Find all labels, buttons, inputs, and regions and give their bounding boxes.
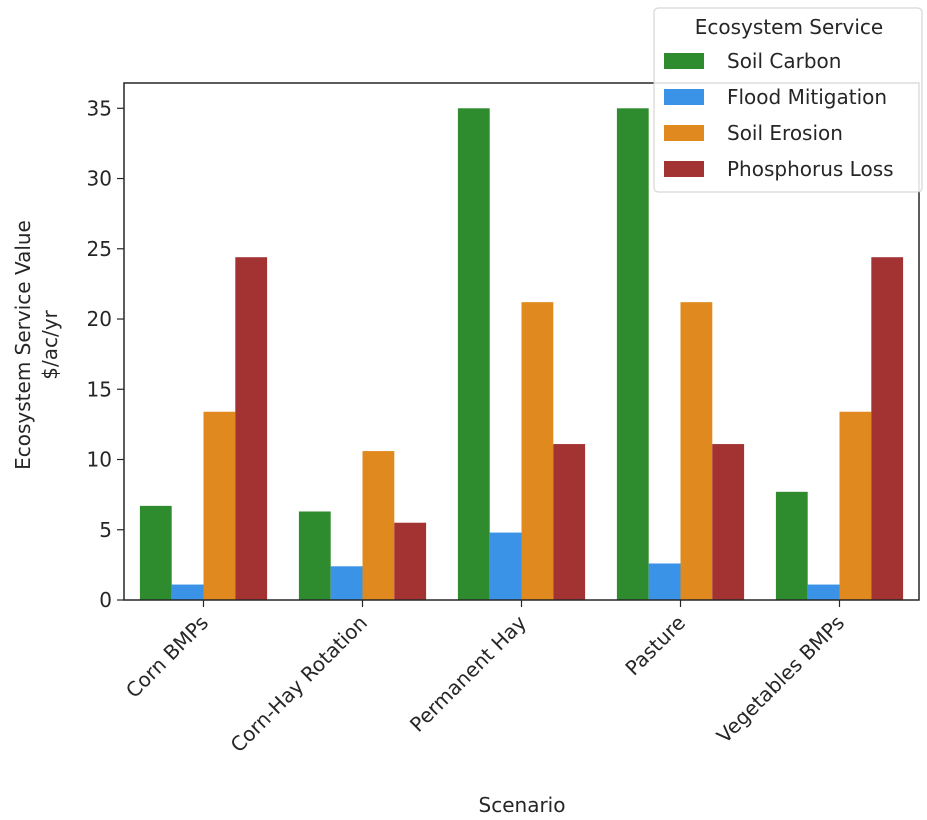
bar-flood-mitigation-pasture (648, 563, 681, 600)
bar-phosphorus-loss-corn-bmps (235, 257, 268, 600)
legend-swatch-soil-carbon (664, 53, 704, 69)
x-tick-label: Pasture (620, 611, 690, 681)
bar-soil-erosion-corn-bmps (203, 411, 236, 600)
y-tick-label: 35 (87, 96, 112, 120)
bar-soil-carbon-corn-bmps (139, 505, 172, 600)
x-tick-label: Corn BMPs (121, 611, 213, 703)
bar-phosphorus-loss-pasture (712, 444, 745, 600)
y-tick-label: 0 (99, 588, 112, 612)
bar-soil-erosion-corn-hay-rotation (362, 451, 395, 600)
bar-soil-erosion-permanent-hay (521, 302, 554, 600)
legend-swatch-phosphorus-loss (664, 161, 704, 177)
bar-phosphorus-loss-permanent-hay (553, 444, 586, 600)
x-axis-ticks: Corn BMPs Corn-Hay Rotation Permanent Hay P… (121, 600, 849, 757)
bar-soil-erosion-vegetables-bmps (839, 411, 872, 600)
bar-flood-mitigation-corn-hay-rotation (330, 566, 363, 600)
bar-flood-mitigation-vegetables-bmps (807, 584, 840, 600)
bar-soil-carbon-permanent-hay (457, 108, 490, 601)
y-tick-label: 5 (99, 518, 112, 542)
bar-soil-erosion-pasture (680, 302, 713, 600)
bar-flood-mitigation-corn-bmps (171, 584, 204, 600)
legend: Ecosystem Service Soil Carbon Flood Mitig… (653, 7, 923, 193)
legend-label-flood-mitigation: Flood Mitigation (727, 85, 887, 109)
legend-label-phosphorus-loss: Phosphorus Loss (727, 157, 894, 181)
legend-title: Ecosystem Service (695, 15, 883, 39)
x-axis-label: Scenario (479, 793, 566, 817)
x-tick-label: Corn-Hay Rotation (226, 611, 372, 757)
x-tick-label: Vegetables BMPs (712, 611, 849, 748)
y-tick-label: 20 (87, 307, 112, 331)
x-tick-label: Permanent Hay (405, 610, 531, 736)
y-axis-label-line2: $/ac/yr (38, 309, 62, 379)
bar-soil-carbon-pasture (616, 108, 649, 601)
legend-box (653, 7, 923, 193)
legend-label-soil-erosion: Soil Erosion (727, 121, 843, 145)
y-tick-label: 10 (87, 448, 112, 472)
bar-soil-carbon-vegetables-bmps (775, 491, 808, 600)
bar-phosphorus-loss-vegetables-bmps (871, 257, 904, 600)
y-axis-ticks: 0 5 10 15 20 25 30 35 (87, 96, 124, 612)
y-axis-label-line1: Ecosystem Service Value (11, 220, 35, 470)
y-tick-label: 30 (87, 167, 112, 191)
bar-soil-carbon-corn-hay-rotation (298, 511, 331, 600)
legend-swatch-soil-erosion (664, 125, 704, 141)
legend-swatch-flood-mitigation (664, 89, 704, 105)
y-tick-label: 15 (87, 377, 112, 401)
plot-frame (123, 82, 920, 601)
bar-phosphorus-loss-corn-hay-rotation (394, 522, 427, 600)
bars-group (139, 108, 904, 601)
y-tick-label: 25 (87, 237, 112, 261)
legend-label-soil-carbon: Soil Carbon (727, 49, 841, 73)
legend-items: Soil Carbon Flood Mitigation Soil Erosion P… (664, 49, 894, 181)
bar-flood-mitigation-permanent-hay (489, 532, 522, 600)
